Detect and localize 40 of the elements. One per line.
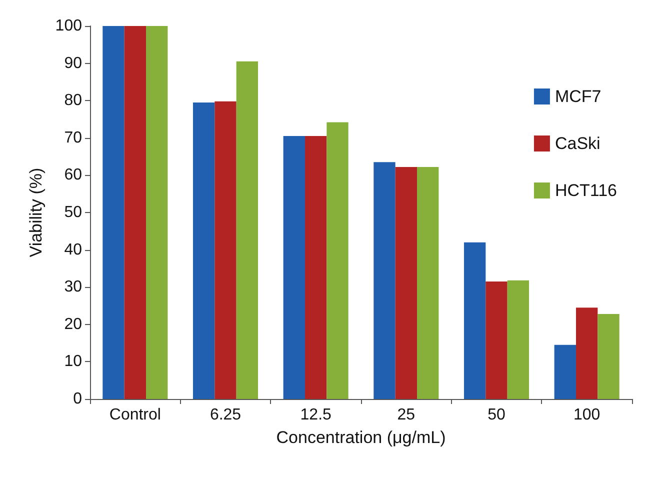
y-tick-label: 20 bbox=[64, 316, 82, 333]
bar bbox=[192, 102, 215, 399]
legend-label: MCF7 bbox=[554, 87, 602, 106]
y-tick-label: 60 bbox=[64, 166, 82, 184]
y-tick-label: 10 bbox=[64, 353, 82, 370]
y-tick-label: 80 bbox=[64, 92, 82, 110]
y-tick-label: 100 bbox=[55, 18, 82, 34]
x-tick-label: 100 bbox=[573, 406, 600, 424]
bar bbox=[236, 61, 258, 399]
bar bbox=[576, 308, 598, 399]
x-tick-label: Control bbox=[109, 406, 161, 424]
bar bbox=[507, 280, 530, 399]
bar bbox=[124, 26, 146, 399]
y-tick-label: 90 bbox=[64, 54, 82, 72]
bar bbox=[214, 101, 236, 399]
bar bbox=[486, 282, 508, 399]
y-tick-label: 50 bbox=[64, 204, 82, 221]
x-tick-label: 50 bbox=[488, 406, 506, 424]
y-tick-label: 70 bbox=[64, 129, 82, 146]
y-axis-title: Viability (%) bbox=[26, 168, 46, 258]
bar bbox=[326, 122, 348, 399]
bar bbox=[374, 162, 396, 399]
bar bbox=[395, 166, 418, 399]
bar bbox=[283, 136, 305, 399]
legend-label: CaSki bbox=[554, 134, 600, 153]
x-tick-label: 25 bbox=[397, 406, 416, 424]
y-tick-label: 0 bbox=[73, 390, 82, 408]
bar bbox=[146, 26, 168, 399]
y-tick-label: 40 bbox=[64, 241, 82, 258]
x-tick-label: 12.5 bbox=[300, 406, 332, 424]
x-tick-label: 6.25 bbox=[210, 406, 242, 424]
bar bbox=[598, 314, 620, 399]
x-axis-title: Concentration (μg/mL) bbox=[276, 428, 446, 447]
bar bbox=[417, 166, 439, 399]
bar bbox=[464, 242, 486, 399]
y-tick-label: 30 bbox=[64, 278, 82, 296]
bar bbox=[304, 136, 327, 399]
bar bbox=[102, 26, 124, 399]
bar bbox=[554, 344, 576, 399]
legend-label: HCT116 bbox=[554, 181, 618, 200]
